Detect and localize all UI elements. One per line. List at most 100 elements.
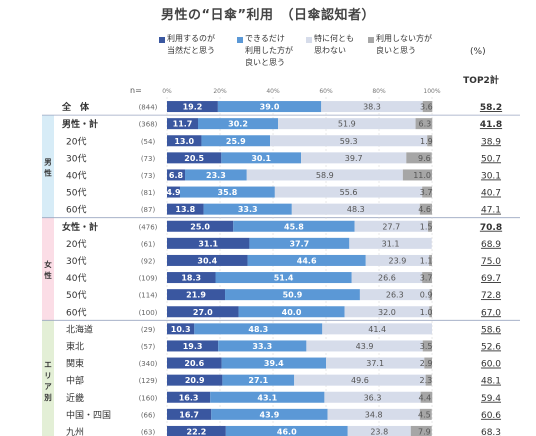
bar-segment-2: [238, 306, 345, 318]
bar-value-label: 4.5: [418, 410, 431, 419]
top2-value: 38.9: [481, 137, 501, 147]
legend-swatch-3: [306, 37, 312, 43]
row-label: 50代: [66, 188, 86, 199]
bar-value-label: 40.0: [282, 308, 302, 317]
bar-value-label: 35.8: [218, 188, 238, 197]
bar-value-label: 39.0: [260, 103, 280, 112]
row-n: (54): [141, 138, 156, 146]
bar-value-label: 0.9: [420, 291, 433, 300]
top2-value: 48.1: [481, 377, 501, 387]
row-label: 女性・計: [62, 221, 98, 233]
bar-segment-2: [222, 374, 295, 386]
n-header: n=: [130, 86, 142, 95]
bar-segment-3: [347, 425, 411, 436]
bar-value-label: 2.9: [420, 359, 433, 368]
bar-segment-3: [246, 169, 403, 181]
x-tick-label: 20%: [213, 88, 227, 95]
bar-value-label: 26.6: [378, 274, 396, 283]
bar-value-label: 38.3: [363, 103, 381, 112]
bar-segment-4: [429, 254, 432, 266]
bar-value-label: 31.1: [198, 239, 218, 248]
bar-segment-1: [167, 374, 223, 386]
bar-segment-2: [179, 186, 275, 198]
row-n: (61): [141, 240, 156, 248]
row-n: (92): [141, 257, 156, 265]
bar-value-label: 18.3: [181, 274, 201, 283]
row-n: (81): [141, 189, 156, 197]
bar-segment-3: [294, 374, 426, 386]
group-label-char: 性: [44, 167, 52, 177]
bar-value-label: 43.9: [260, 410, 280, 419]
top2-value: 72.8: [481, 291, 501, 301]
bar-value-label: 23.8: [370, 427, 388, 436]
top2-value: 68.9: [481, 240, 501, 250]
row-n: (63): [141, 428, 156, 436]
bar-segment-2: [194, 323, 323, 335]
bar-segment-2: [215, 272, 352, 284]
bar-segment-1: [167, 306, 239, 318]
row-label: 中部: [66, 375, 84, 387]
bar-value-label: 3.7: [420, 188, 433, 197]
bar-segment-1: [167, 391, 211, 403]
row-label: 九州: [66, 427, 84, 436]
row-n: (844): [139, 104, 158, 112]
bar-value-label: 22.2: [187, 427, 207, 436]
group-label-char: 別: [43, 393, 52, 402]
bar-value-label: 1.0: [420, 308, 433, 317]
bar-value-label: 11.7: [173, 120, 193, 129]
row-label: 40代: [66, 170, 86, 181]
bar-segment-4: [420, 391, 433, 403]
bar-segment-1: [167, 357, 222, 369]
top2-value: 58.2: [480, 103, 502, 113]
bar-segment-4: [422, 340, 432, 352]
top2-value: 40.7: [481, 189, 501, 199]
row-label: 関東: [66, 358, 84, 370]
group-label-char: リ: [44, 371, 52, 380]
bar-segment-1: [167, 289, 226, 301]
bar-segment-4: [422, 101, 433, 113]
bar-segment-4: [425, 374, 432, 386]
bar-value-label: 1.5: [420, 222, 433, 231]
bar-value-label: 2.3: [420, 376, 433, 385]
top2-value: 59.4: [481, 394, 501, 404]
row-n: (73): [141, 172, 156, 180]
row-n: (73): [141, 155, 156, 163]
group-panel-2: [42, 217, 54, 322]
group-label-char: 男: [44, 157, 52, 166]
bar-value-label: 13.8: [175, 205, 195, 214]
bar-value-label: 39.4: [264, 359, 284, 368]
bar-value-label: 50.9: [283, 291, 303, 300]
bar-segment-2: [221, 357, 326, 369]
row-label: 北海道: [66, 323, 93, 335]
bar-segment-1: [167, 425, 226, 436]
bar-value-label: 25.0: [190, 222, 210, 231]
bar-segment-1: [167, 118, 199, 130]
bar-segment-4: [406, 152, 432, 164]
bar-value-label: 9.6: [418, 154, 431, 163]
bar-value-label: 39.7: [345, 154, 363, 163]
bar-segment-2: [233, 220, 355, 232]
bar-value-label: 20.6: [184, 359, 204, 368]
row-label: 20代: [66, 239, 86, 250]
row-label: 50代: [66, 290, 86, 301]
bar-segment-1: [167, 272, 216, 284]
top2-value: 68.3: [481, 428, 501, 436]
bar-segment-3: [301, 152, 407, 164]
group-label-char: 性: [44, 270, 52, 280]
bar-value-label: 13.0: [174, 137, 194, 146]
row-label: 20代: [66, 136, 86, 147]
bar-value-label: 27.7: [382, 222, 400, 231]
bar-segment-4: [422, 272, 432, 284]
row-n: (129): [139, 377, 158, 385]
bar-value-label: 30.2: [228, 120, 248, 129]
row-label: 60代: [66, 205, 86, 216]
bar-value-label: 33.3: [252, 342, 272, 351]
bar-value-label: 37.1: [366, 359, 384, 368]
top2-value: 47.1: [481, 206, 501, 216]
row-n: (476): [139, 223, 158, 231]
bar-segment-3: [349, 237, 432, 249]
row-n: (160): [139, 394, 158, 402]
bar-value-label: 23.9: [389, 256, 407, 265]
bar-value-label: 1.1: [420, 256, 433, 265]
legend-label-3: 特に何とも 思わない: [314, 34, 354, 55]
